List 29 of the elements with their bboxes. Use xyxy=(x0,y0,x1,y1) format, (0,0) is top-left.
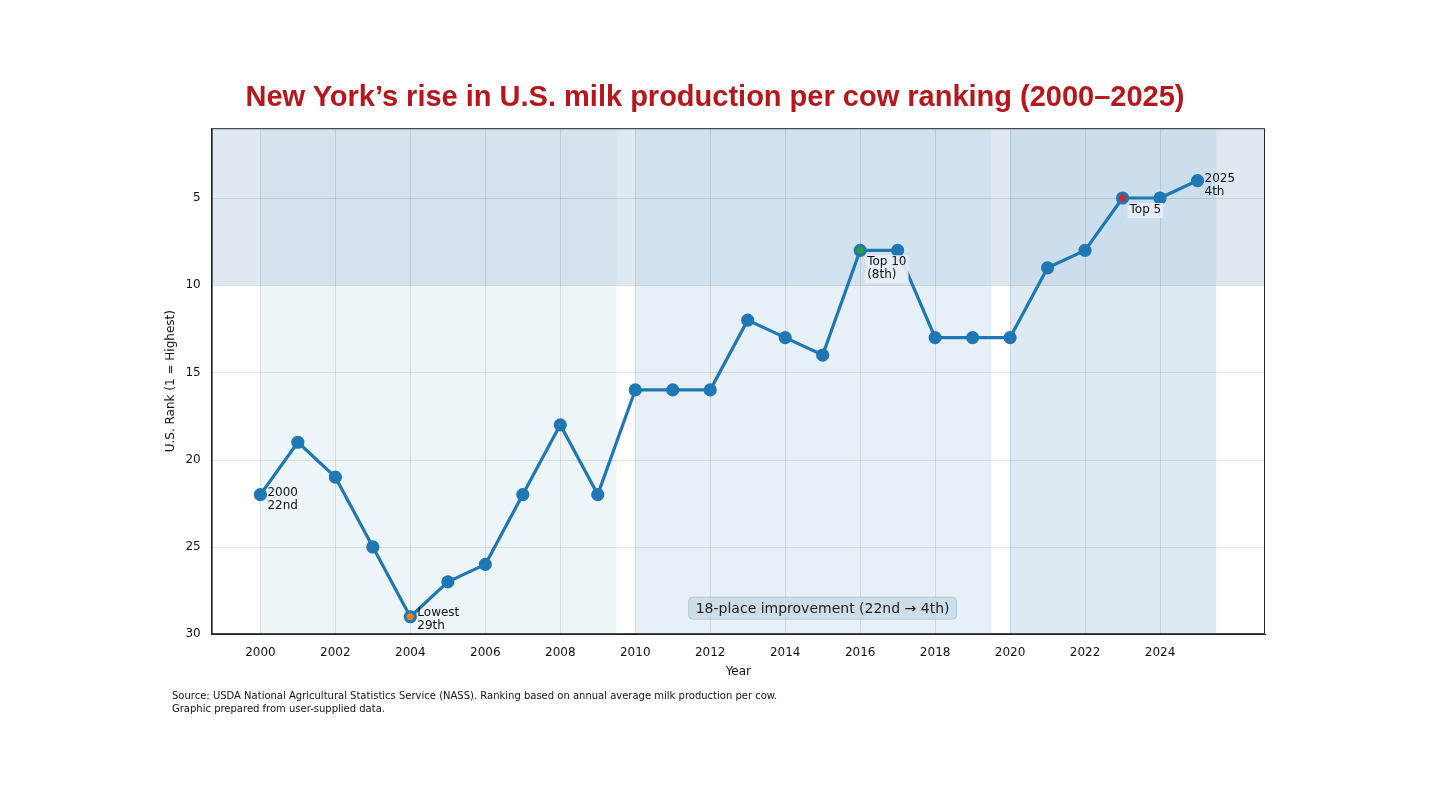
x-tick-label: 2018 xyxy=(919,644,951,659)
annotation: 2025 4th xyxy=(1204,170,1236,198)
annotation: 2000 22nd xyxy=(267,484,298,512)
x-tick-label: 2000 xyxy=(245,644,276,659)
x-tick-label: 2016 xyxy=(844,644,876,659)
x-tick-label: 2014 xyxy=(769,644,801,659)
source-note: Source: USDA National Agricultural Statistics Service (NASS). Ranking based on annual average milk production per cow. Graphic prepared from user-supplied data. xyxy=(172,689,778,715)
y-tick-label: 20 xyxy=(185,451,201,466)
x-tick-label: 2004 xyxy=(395,644,426,659)
x-tick-label: 2010 xyxy=(619,644,651,659)
x-tick-label: 2006 xyxy=(470,644,501,659)
chart-title: New York’s rise in U.S. milk production per cow ranking (2000–2025) xyxy=(244,80,1186,113)
annotation: Top 5 xyxy=(1128,202,1162,217)
x-tick-label: 2022 xyxy=(1069,644,1101,659)
annotation: 18-place improvement (22nd → 4th) xyxy=(695,599,950,616)
y-tick-label: 10 xyxy=(185,277,201,292)
x-tick-label: 2020 xyxy=(994,644,1026,659)
y-axis-title: U.S. Rank (1 = Highest) xyxy=(163,310,178,453)
y-tick-label: 15 xyxy=(185,364,201,379)
y-tick-label: 30 xyxy=(185,626,201,641)
annotation: Top 10 (8th) xyxy=(866,254,907,282)
y-tick-label: 5 xyxy=(193,190,201,205)
y-tick-label: 25 xyxy=(185,539,201,554)
annotation: Lowest 29th xyxy=(417,605,460,633)
x-tick-label: 2008 xyxy=(545,644,576,659)
x-tick-label: 2024 xyxy=(1144,644,1176,659)
x-axis-title: Year xyxy=(724,663,752,678)
x-tick-label: 2002 xyxy=(320,644,351,659)
x-tick-label: 2012 xyxy=(694,644,726,659)
